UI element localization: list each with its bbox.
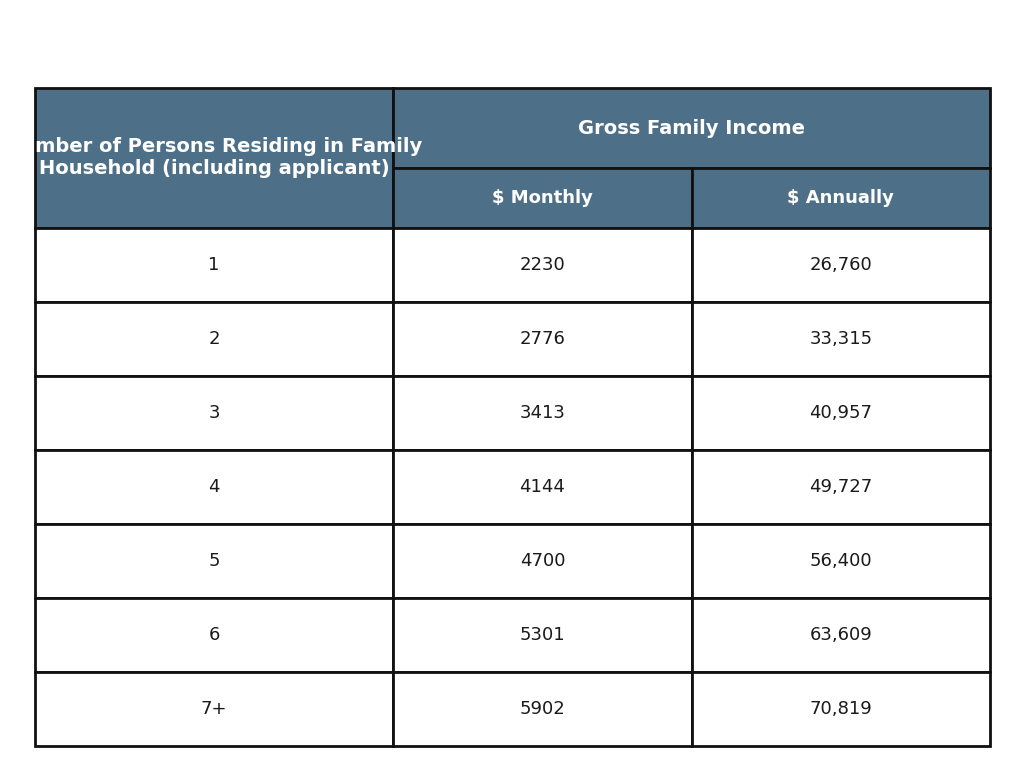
Bar: [393, 376, 691, 450]
Text: 40,957: 40,957: [809, 404, 872, 422]
Text: 7+: 7+: [201, 700, 227, 718]
Text: 26,760: 26,760: [809, 256, 872, 274]
Bar: [393, 302, 691, 376]
Bar: [691, 168, 990, 228]
Bar: [35, 450, 393, 524]
Bar: [393, 168, 691, 228]
Text: 5: 5: [208, 552, 220, 570]
Text: 3413: 3413: [519, 404, 565, 422]
Bar: [35, 672, 393, 746]
Bar: [35, 302, 393, 376]
Text: $ Annually: $ Annually: [787, 189, 894, 207]
Text: 5902: 5902: [519, 700, 565, 718]
Text: 2776: 2776: [519, 330, 565, 348]
Text: 63,609: 63,609: [809, 626, 872, 644]
Text: Gross Family Income: Gross Family Income: [579, 118, 805, 137]
Text: Number of Persons Residing in Family
Household (including applicant): Number of Persons Residing in Family Hou…: [5, 137, 423, 178]
Bar: [35, 88, 393, 228]
Text: 5301: 5301: [519, 626, 565, 644]
Text: 33,315: 33,315: [809, 330, 872, 348]
Bar: [35, 598, 393, 672]
Bar: [691, 450, 990, 524]
Text: $ Monthly: $ Monthly: [492, 189, 593, 207]
Bar: [393, 88, 990, 168]
Text: 1: 1: [208, 256, 220, 274]
Bar: [393, 598, 691, 672]
Text: 4700: 4700: [519, 552, 565, 570]
Bar: [393, 524, 691, 598]
Text: 49,727: 49,727: [809, 478, 872, 496]
Bar: [691, 228, 990, 302]
Text: 2230: 2230: [519, 256, 565, 274]
Text: 4: 4: [208, 478, 220, 496]
Text: 6: 6: [208, 626, 220, 644]
Text: 56,400: 56,400: [809, 552, 872, 570]
Bar: [35, 376, 393, 450]
Bar: [691, 524, 990, 598]
Bar: [691, 302, 990, 376]
Bar: [393, 228, 691, 302]
Bar: [35, 524, 393, 598]
Bar: [691, 376, 990, 450]
Text: 2: 2: [208, 330, 220, 348]
Bar: [691, 672, 990, 746]
Text: 70,819: 70,819: [809, 700, 872, 718]
Bar: [393, 672, 691, 746]
Bar: [393, 450, 691, 524]
Bar: [35, 228, 393, 302]
Text: 3: 3: [208, 404, 220, 422]
Text: 4144: 4144: [519, 478, 565, 496]
Bar: [691, 598, 990, 672]
